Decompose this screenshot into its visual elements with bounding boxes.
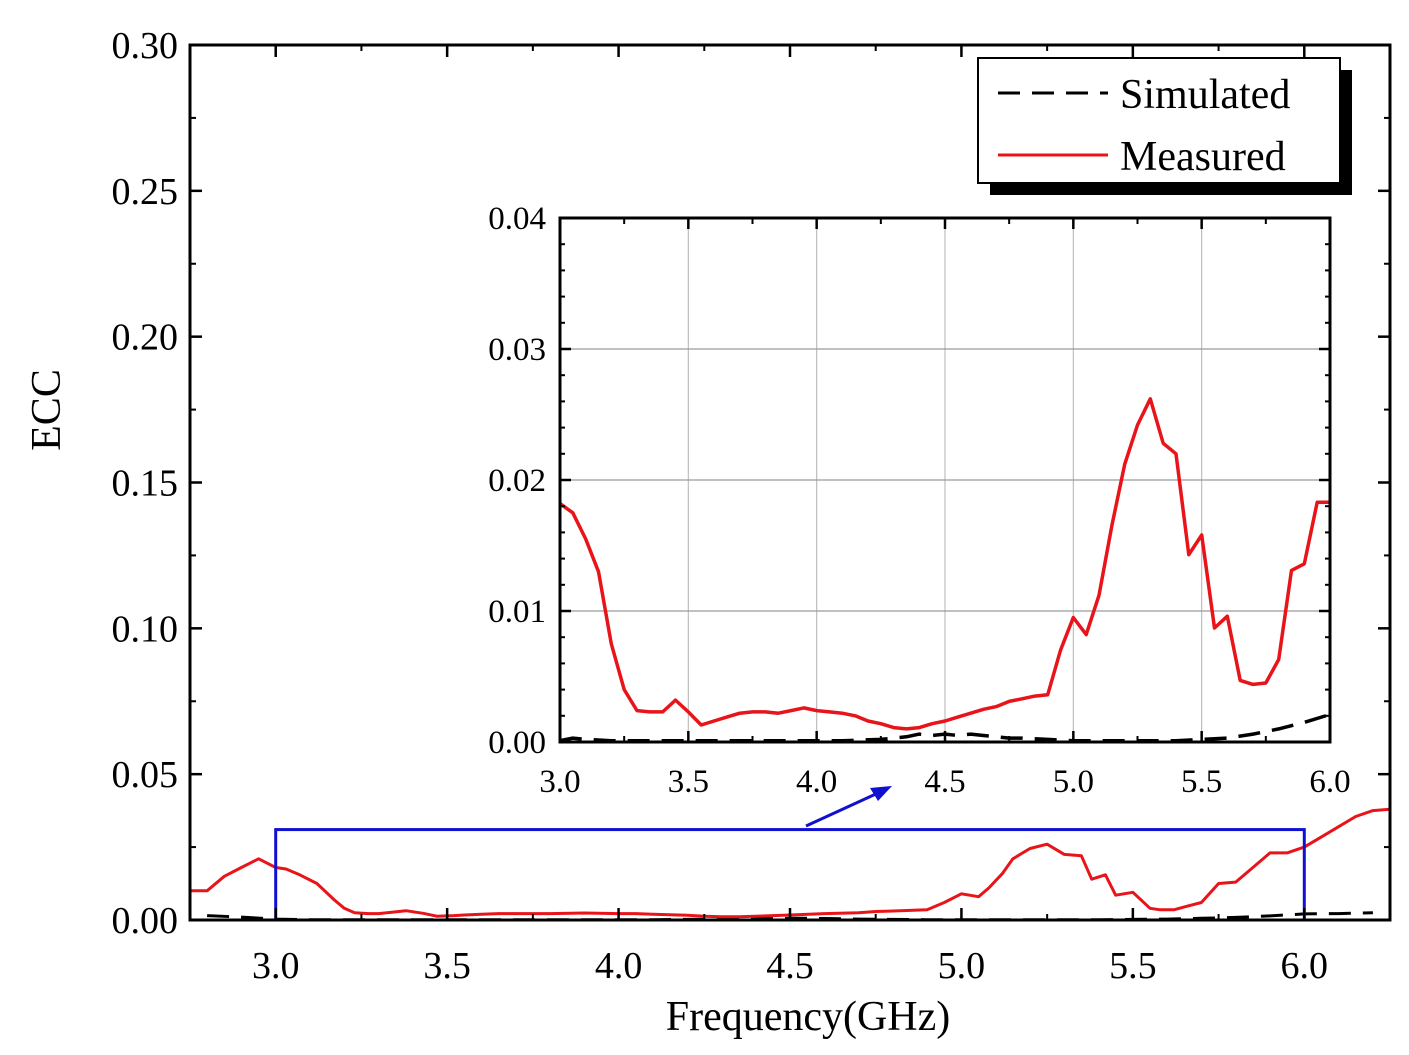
y-tick-label: 0.15: [112, 463, 179, 505]
x-tick-label: 5.0: [938, 945, 986, 987]
inset-x-tick-label: 3.0: [539, 764, 580, 800]
y-tick-label: 0.20: [112, 317, 179, 359]
x-tick-label: 4.0: [595, 945, 643, 987]
main-axis-ticks: [189, 43, 1391, 922]
y-tick-label: 0.05: [112, 754, 179, 796]
inset-axis-tick-labels: 3.0 3.5 4.0 4.5 5.0 5.5 6.0 0.00 0.01 0.02 0.03 0.0…: [488, 201, 1350, 800]
inset-y-tick-label: 0.01: [488, 594, 546, 630]
legend-simulated-label: Simulated: [1120, 72, 1290, 118]
y-tick-label: 0.30: [112, 25, 179, 67]
inset-x-tick-label: 4.0: [796, 764, 837, 800]
zoom-arrow: [805, 786, 892, 828]
main-axis-tick-labels: 3.0 3.5 4.0 4.5 5.0 5.5 6.0 0.00 0.05 0.10 0.15 0.2…: [112, 25, 1329, 987]
inset-x-tick-label: 5.5: [1181, 764, 1222, 800]
zoom-arrow-line: [805, 791, 879, 828]
inset-x-tick-label: 6.0: [1309, 764, 1350, 800]
zoom-arrow-head-icon: [870, 786, 892, 801]
inset-y-tick-label: 0.04: [488, 201, 546, 237]
inset-y-tick-label: 0.02: [488, 463, 546, 499]
inset-x-tick-label: 5.0: [1053, 764, 1094, 800]
legend-measured-label: Measured: [1120, 134, 1286, 180]
inset-plot-series: [560, 397, 1330, 742]
inset-x-tick-label: 3.5: [668, 764, 709, 800]
y-axis-title: ECC: [24, 369, 70, 451]
legend-box: [977, 57, 1341, 184]
inset-y-tick-label: 0.00: [488, 725, 546, 761]
x-tick-label: 3.0: [252, 945, 300, 987]
legend: Simulated Measured: [977, 57, 1352, 195]
inset-x-tick-label: 4.5: [924, 764, 965, 800]
x-tick-label: 4.5: [766, 945, 814, 987]
x-axis-title: Frequency(GHz): [666, 994, 951, 1040]
inset-y-tick-label: 0.03: [488, 332, 546, 368]
y-tick-label: 0.10: [112, 608, 179, 650]
inset-axis-ticks: [558, 216, 1332, 744]
x-tick-label: 3.5: [423, 945, 471, 987]
y-tick-label: 0.25: [112, 171, 179, 213]
inset-grid: [560, 218, 1330, 742]
y-tick-label: 0.00: [112, 900, 179, 942]
x-tick-label: 5.5: [1109, 945, 1157, 987]
inset-series-measured-line: [560, 397, 1330, 731]
inset-plot: 3.0 3.5 4.0 4.5 5.0 5.5 6.0 0.00 0.01 0.02 0.03 0.0…: [488, 201, 1350, 800]
main-series-measured-line: [190, 807, 1390, 919]
x-tick-label: 6.0: [1281, 945, 1329, 987]
